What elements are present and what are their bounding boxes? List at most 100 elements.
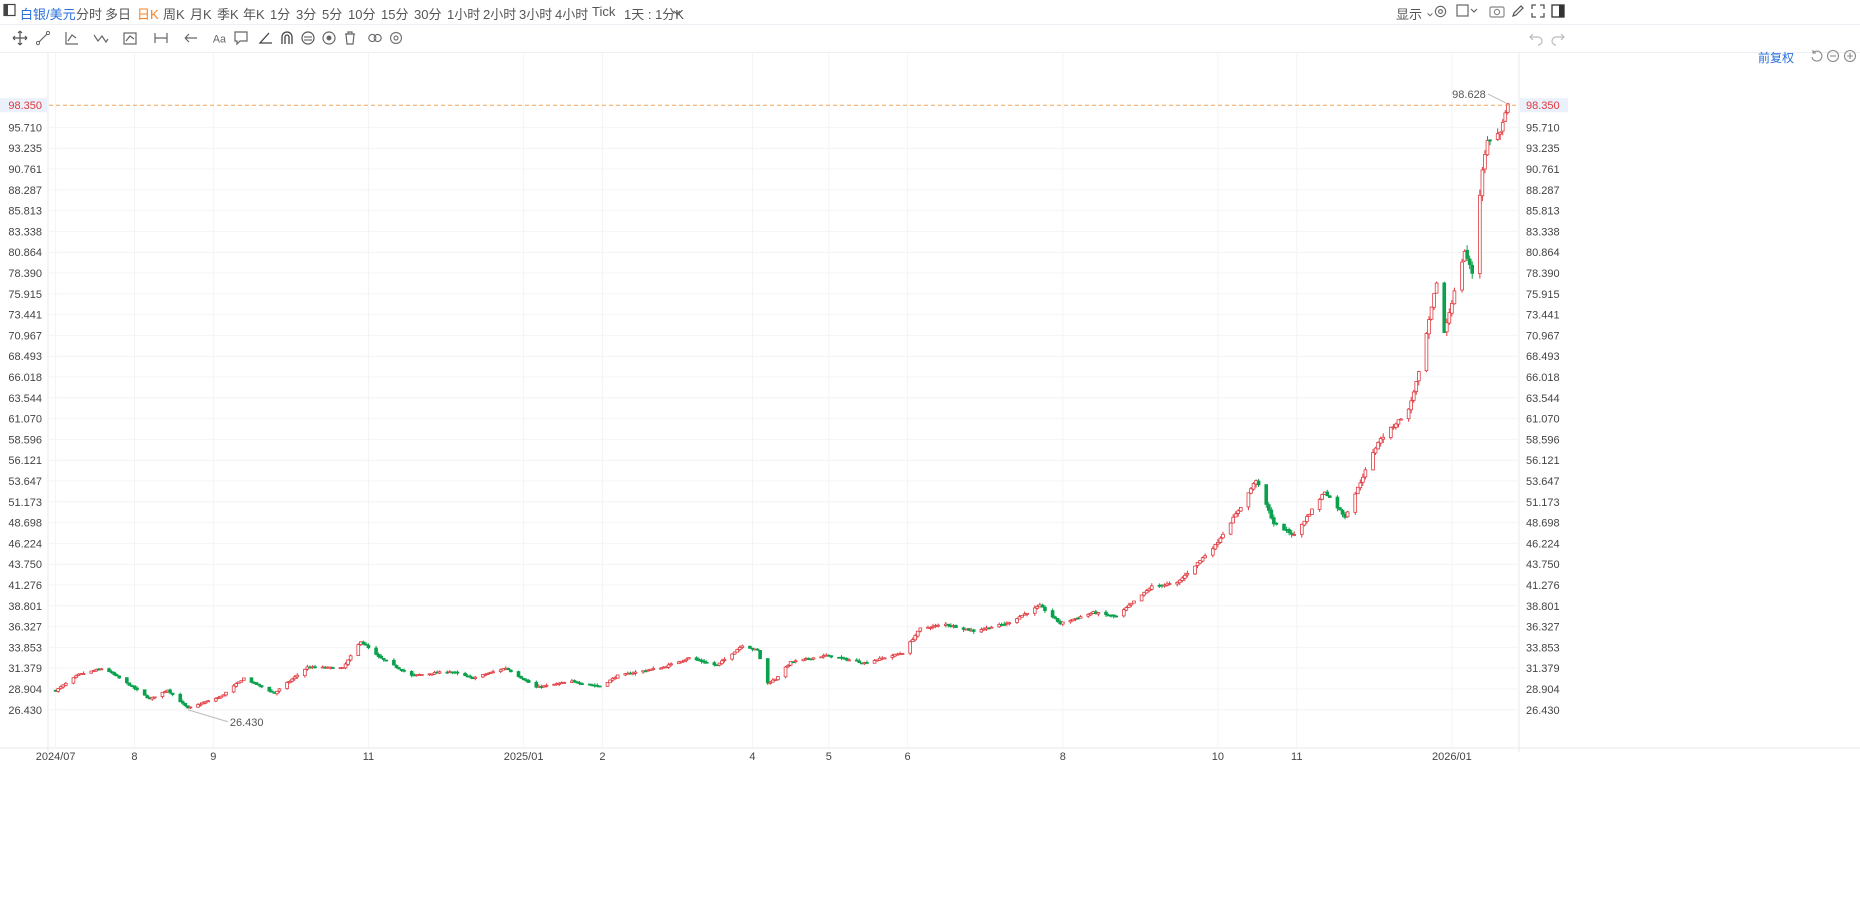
trend-tool-icon[interactable] [64,30,80,46]
chart-area[interactable]: 98.628 26.430 98.350 95.710 93.235 90.761 88.… [0,49,1860,914]
y-tick-label: 73.441 [1526,310,1560,322]
redo-icon[interactable] [1550,30,1566,46]
wave-tool-icon[interactable] [93,30,109,46]
fullscreen-icon[interactable] [1531,4,1545,21]
y-tick-label: 28.904 [1526,684,1560,696]
candlestick-chart[interactable]: 98.628 26.430 98.350 95.710 93.235 90.761 88.… [0,52,1860,914]
sidebar-toggle-icon[interactable] [3,3,17,20]
candle-body [669,663,673,666]
arrow-tool-icon[interactable] [183,30,199,46]
candle-body [1361,476,1365,483]
period-tab[interactable]: 月K [190,7,212,22]
display-menu[interactable]: 显示 [1396,4,1434,23]
period-tab[interactable]: 10分 [348,7,376,22]
settings-gear-icon[interactable] [1433,4,1448,22]
candle-body [125,677,129,684]
candle-body [221,694,226,697]
candle-body [295,674,300,678]
period-tab[interactable]: 年K [243,7,265,22]
candle-body [1007,622,1012,625]
period-tab[interactable]: 30分 [414,7,442,22]
pattern-tool-icon[interactable] [122,30,138,46]
zoom-out-icon[interactable] [1826,49,1840,63]
zoom-in-icon[interactable] [1843,49,1857,63]
y-tick-label: 41.276 [1526,580,1560,592]
candle-body [346,659,350,665]
symbol-label[interactable]: 白银/美元 [20,7,76,22]
overlays: 98.628 26.430 [0,89,1518,729]
angle-tool-icon[interactable] [258,30,274,46]
candle-body [776,676,780,681]
candle-body [313,666,317,669]
candle-body [1373,447,1378,454]
candle-body [1411,391,1416,401]
period-tab[interactable]: 1天 : 1分K [624,7,684,22]
candle-body [1149,585,1154,590]
candle-body [1060,621,1065,625]
candle-body [572,680,577,682]
candle-body [1427,319,1431,335]
period-tab[interactable]: 1分 [270,7,291,22]
candle-body [915,630,920,637]
period-tab[interactable]: 分时 [76,7,103,22]
line-tool-icon[interactable] [35,30,51,46]
measure-tool-icon[interactable] [153,30,169,46]
period-tab[interactable]: 1小时 [447,7,481,22]
link-icon[interactable] [367,30,385,46]
period-tab[interactable]: 15分 [381,7,409,22]
candle-body [1450,302,1454,314]
camera-icon[interactable] [1489,4,1505,21]
candle-body [722,658,727,661]
period-tab[interactable]: 多日 [105,7,132,22]
pencil-icon[interactable] [1511,4,1525,21]
settings-icon[interactable] [388,30,404,46]
candle-body [1506,103,1510,113]
period-tab[interactable]: Tick [592,4,616,19]
y-tick-label: 68.493 [1526,351,1560,363]
fib-tool-icon[interactable] [300,30,316,46]
period-tab[interactable]: 3小时 [519,7,553,22]
candle-body [214,698,218,702]
candle-body [188,706,193,709]
x-tick-label: 11 [1291,751,1302,763]
candle-body [198,703,203,706]
y-tick-label: 80.864 [1526,247,1560,259]
period-tab[interactable]: 4小时 [555,7,589,22]
candle-body [1246,492,1251,508]
y-tick-label: 31.379 [8,663,42,675]
y-tick-label: 51.173 [1526,497,1560,509]
candle-body [420,674,424,676]
visibility-icon[interactable] [321,30,337,46]
period-tab[interactable]: 周K [163,7,185,22]
candle-body [694,657,699,661]
candle-body [145,695,149,699]
candle-body [1249,488,1253,494]
period-tab[interactable]: 5分 [322,7,343,22]
candle-body [1129,602,1134,606]
adjust-label[interactable]: 前复权 [1758,51,1795,65]
y-tick-label: 43.750 [8,559,42,571]
candle-body [1289,532,1294,535]
text-tool-icon[interactable]: Aa [212,30,230,46]
chevron-down-icon[interactable] [672,6,682,21]
magnet-icon[interactable] [279,30,295,46]
period-tab[interactable]: 3分 [296,7,317,22]
low-leader [187,709,229,723]
move-icon[interactable] [12,30,28,46]
candle-body [1460,261,1464,291]
candle-body [468,675,472,678]
candle-body [768,681,773,684]
candle-body [521,678,526,681]
panel-toggle-icon[interactable] [1551,4,1565,21]
trash-icon[interactable] [342,30,358,46]
candle-body [1470,264,1475,274]
reset-icon[interactable] [1810,49,1824,63]
period-tab[interactable]: 日K [137,7,159,22]
undo-icon[interactable] [1528,30,1544,46]
layout-menu-icon[interactable] [1456,4,1478,21]
candle-body [771,679,775,683]
period-tab[interactable]: 季K [217,7,239,22]
period-tab[interactable]: 2小时 [483,7,517,22]
y-axis-left: 98.350 95.710 93.235 90.761 88.287 85.813 83.3… [0,98,47,717]
comment-tool-icon[interactable] [233,30,249,46]
